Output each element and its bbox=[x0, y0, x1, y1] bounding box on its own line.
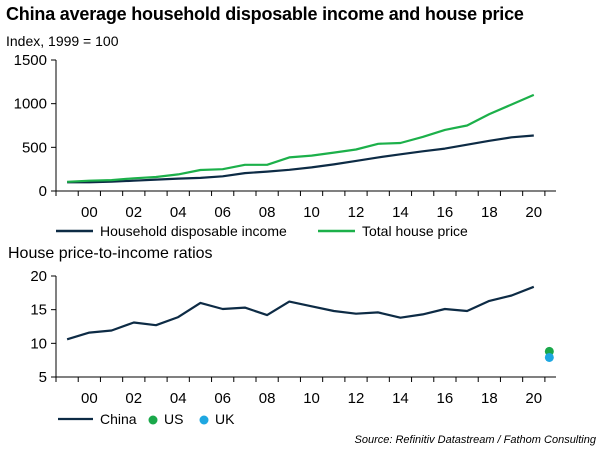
chart1-x-tick-label: 02 bbox=[125, 204, 142, 221]
chart1-y-tick-label: 1000 bbox=[14, 96, 47, 113]
chart1-x-tick-label: 12 bbox=[348, 204, 365, 221]
chart1-x-tick-label: 18 bbox=[481, 204, 498, 221]
chart1-x-tick-label: 20 bbox=[525, 204, 542, 221]
chart1-x-tick-label: 10 bbox=[303, 204, 320, 221]
chart2-title: House price-to-income ratios bbox=[8, 245, 213, 262]
chart1-series-line-0 bbox=[67, 134, 534, 184]
legend-label-income: Household disposable income bbox=[100, 223, 287, 239]
chart2-x-tick-label: 02 bbox=[125, 390, 142, 407]
chart2-y-tick-label: 10 bbox=[30, 335, 47, 352]
legend-label-uk: UK bbox=[215, 411, 235, 427]
chart2-x-tick-label: 20 bbox=[525, 390, 542, 407]
chart1-y-tick-label: 500 bbox=[22, 139, 47, 156]
chart2-x-tick-label: 12 bbox=[348, 390, 365, 407]
chart2-x-tick-label: 10 bbox=[303, 390, 320, 407]
chart2-x-tick-label: 08 bbox=[259, 390, 276, 407]
chart2-x-tick-label: 14 bbox=[392, 390, 409, 407]
legend-swatch-uk bbox=[199, 415, 209, 425]
chart2-point-uk bbox=[544, 352, 554, 362]
chart1-subtitle: Index, 1999 = 100 bbox=[6, 33, 119, 49]
chart2-x-tick-label: 06 bbox=[214, 390, 231, 407]
chart2-y-tick-label: 20 bbox=[30, 268, 47, 285]
chart1-x-tick-label: 08 bbox=[259, 204, 276, 221]
chart1-series-line-1 bbox=[67, 93, 535, 183]
source-note: Source: Refinitiv Datastream / Fathom Co… bbox=[354, 434, 597, 446]
chart1-x-tick-label: 00 bbox=[81, 204, 98, 221]
chart2-series-line-0 bbox=[66, 285, 535, 341]
chart1-x-tick-label: 14 bbox=[392, 204, 409, 221]
chart2-y-tick-label: 5 bbox=[39, 369, 47, 386]
chart2-x-tick-label: 18 bbox=[481, 390, 498, 407]
chart2-x-tick-label: 00 bbox=[81, 390, 98, 407]
chart1-y-tick-label: 0 bbox=[39, 183, 47, 200]
chart2-y-tick-label: 15 bbox=[30, 302, 47, 319]
chart1-x-tick-label: 06 bbox=[214, 204, 231, 221]
chart1-y-tick-label: 1500 bbox=[14, 52, 47, 69]
chart1-x-tick-label: 16 bbox=[437, 204, 454, 221]
chart2-x-tick-label: 04 bbox=[170, 390, 187, 407]
legend-swatch-us bbox=[148, 415, 158, 425]
legend-label-china: China bbox=[100, 411, 137, 427]
legend-label-us: US bbox=[164, 411, 183, 427]
chart2-x-tick-label: 16 bbox=[437, 390, 454, 407]
legend-label-house-price: Total house price bbox=[362, 223, 468, 239]
chart-title: China average household disposable incom… bbox=[6, 4, 524, 24]
chart1-x-tick-label: 04 bbox=[170, 204, 187, 221]
